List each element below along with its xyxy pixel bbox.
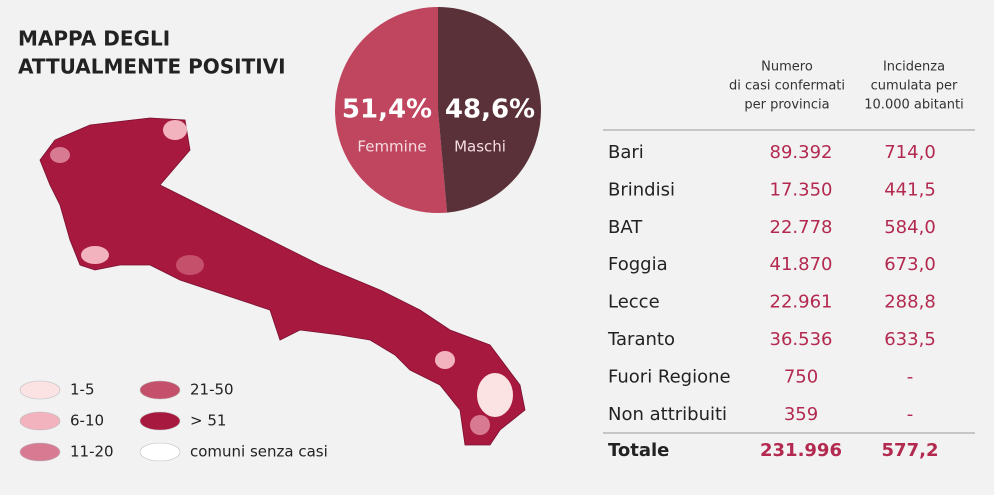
legend-label: 6-10 (70, 412, 104, 430)
table-value: 231.996 (760, 440, 842, 461)
area-patch (477, 373, 513, 417)
row-label: Foggia (608, 254, 668, 275)
table-value: 577,2 (882, 440, 939, 461)
table-value: 584,0 (884, 217, 936, 238)
table-value: 750 (784, 366, 818, 387)
table-value: 22.961 (770, 292, 833, 313)
table-value: 673,0 (884, 254, 936, 275)
legend-swatch (19, 442, 61, 462)
area-patch (163, 120, 187, 140)
slice-label: Femmine (357, 138, 426, 156)
column-header: di casi confermati (729, 79, 845, 94)
table-value: 714,0 (884, 142, 936, 163)
table-value: 633,5 (884, 329, 936, 350)
pie-slice (335, 7, 448, 214)
column-header: per provincia (744, 98, 829, 113)
title: MAPPA DEGLI (18, 27, 170, 51)
value-label: 51,4% (342, 95, 432, 125)
table-value: - (907, 404, 914, 425)
title: ATTUALMENTE POSITIVI (18, 55, 286, 79)
area-patch (435, 351, 455, 369)
pie-slice (438, 7, 542, 213)
row-label: Totale (608, 440, 669, 461)
legend-swatch (139, 380, 181, 400)
legend-swatch (139, 411, 181, 431)
column-header: Incidenza (883, 60, 945, 75)
area-patch (50, 147, 70, 163)
table-value: 359 (784, 404, 818, 425)
table-value: 288,8 (884, 292, 936, 313)
area-patch (176, 255, 204, 275)
region-shape (39, 117, 526, 446)
area-patch (470, 415, 490, 435)
legend-swatch (139, 442, 181, 462)
table-value: 89.392 (770, 142, 833, 163)
column-header: Numero (761, 60, 813, 75)
row-label: Lecce (608, 292, 660, 313)
table-value: 17.350 (770, 179, 833, 200)
slice-label: Maschi (454, 138, 506, 156)
map (39, 117, 526, 446)
table-value: 22.778 (770, 217, 833, 238)
row-label: BAT (608, 217, 643, 238)
legend-swatch (19, 380, 61, 400)
legend-label: 1-5 (70, 381, 95, 399)
row-label: Fuori Regione (608, 366, 731, 387)
row-label: Bari (608, 142, 644, 163)
column-header: cumulata per (871, 79, 958, 94)
legend-label: comuni senza casi (190, 443, 328, 461)
area-patch (81, 246, 109, 264)
value-label: 48,6% (445, 95, 535, 125)
row-label: Non attribuiti (608, 404, 727, 425)
legend-label: 21-50 (190, 381, 234, 399)
column-header: 10.000 abitanti (864, 98, 963, 113)
row-label: Taranto (607, 329, 675, 350)
table-value: 441,5 (884, 179, 936, 200)
legend-label: > 51 (190, 412, 226, 430)
table-value: 41.870 (770, 254, 833, 275)
legend-swatch (19, 411, 61, 431)
table-value: 36.536 (770, 329, 833, 350)
row-label: Brindisi (608, 179, 675, 200)
table-value: - (907, 366, 914, 387)
legend-label: 11-20 (70, 443, 114, 461)
